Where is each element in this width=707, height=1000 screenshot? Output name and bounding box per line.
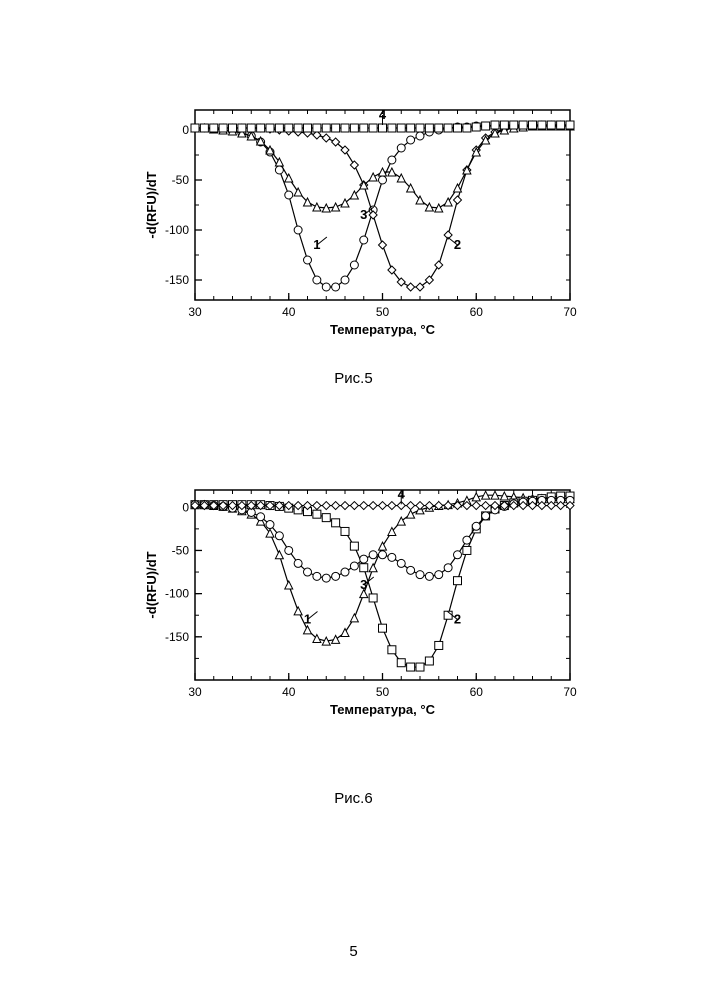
svg-text:-150: -150 [165, 273, 189, 287]
svg-text:40: 40 [282, 305, 296, 319]
svg-text:-100: -100 [165, 587, 189, 601]
svg-text:-50: -50 [172, 543, 190, 557]
svg-text:4: 4 [398, 486, 406, 501]
svg-text:3: 3 [360, 577, 367, 592]
svg-text:-150: -150 [165, 630, 189, 644]
svg-text:Температура, °С: Температура, °С [330, 322, 436, 337]
svg-text:3: 3 [360, 207, 367, 222]
svg-text:70: 70 [563, 305, 577, 319]
svg-text:0: 0 [182, 123, 189, 137]
svg-text:2: 2 [454, 237, 461, 252]
svg-text:50: 50 [376, 685, 390, 699]
svg-text:50: 50 [376, 305, 390, 319]
svg-text:1: 1 [304, 612, 311, 627]
svg-text:-d(RFU)/dT: -d(RFU)/dT [144, 171, 159, 238]
svg-text:30: 30 [188, 685, 202, 699]
svg-text:40: 40 [282, 685, 296, 699]
svg-text:-50: -50 [172, 173, 190, 187]
svg-text:4: 4 [379, 107, 387, 122]
caption-fig5: Рис.5 [0, 370, 707, 387]
svg-text:Температура, °С: Температура, °С [330, 702, 436, 717]
page-number: 5 [0, 943, 707, 960]
svg-text:60: 60 [470, 685, 484, 699]
caption-fig6: Рис.6 [0, 790, 707, 807]
svg-text:-d(RFU)/dT: -d(RFU)/dT [144, 551, 159, 618]
svg-text:0: 0 [182, 500, 189, 514]
svg-text:70: 70 [563, 685, 577, 699]
svg-text:60: 60 [470, 305, 484, 319]
svg-text:-100: -100 [165, 223, 189, 237]
svg-text:2: 2 [454, 612, 461, 627]
chart-5: 30 40 50 60 70 -150 -100 -50 0 Температура, °С -d(… [140, 100, 580, 340]
svg-text:30: 30 [188, 305, 202, 319]
svg-text:1: 1 [313, 237, 320, 252]
figure-5: 30 40 50 60 70 -150 -100 -50 0 Температура, °С -d(… [140, 100, 580, 345]
chart-6: 30 40 50 60 70 -150 -100 -50 0 Температура, °С -d(… [140, 480, 580, 720]
figure-6: 30 40 50 60 70 -150 -100 -50 0 Температура, °С -d(… [140, 480, 580, 725]
